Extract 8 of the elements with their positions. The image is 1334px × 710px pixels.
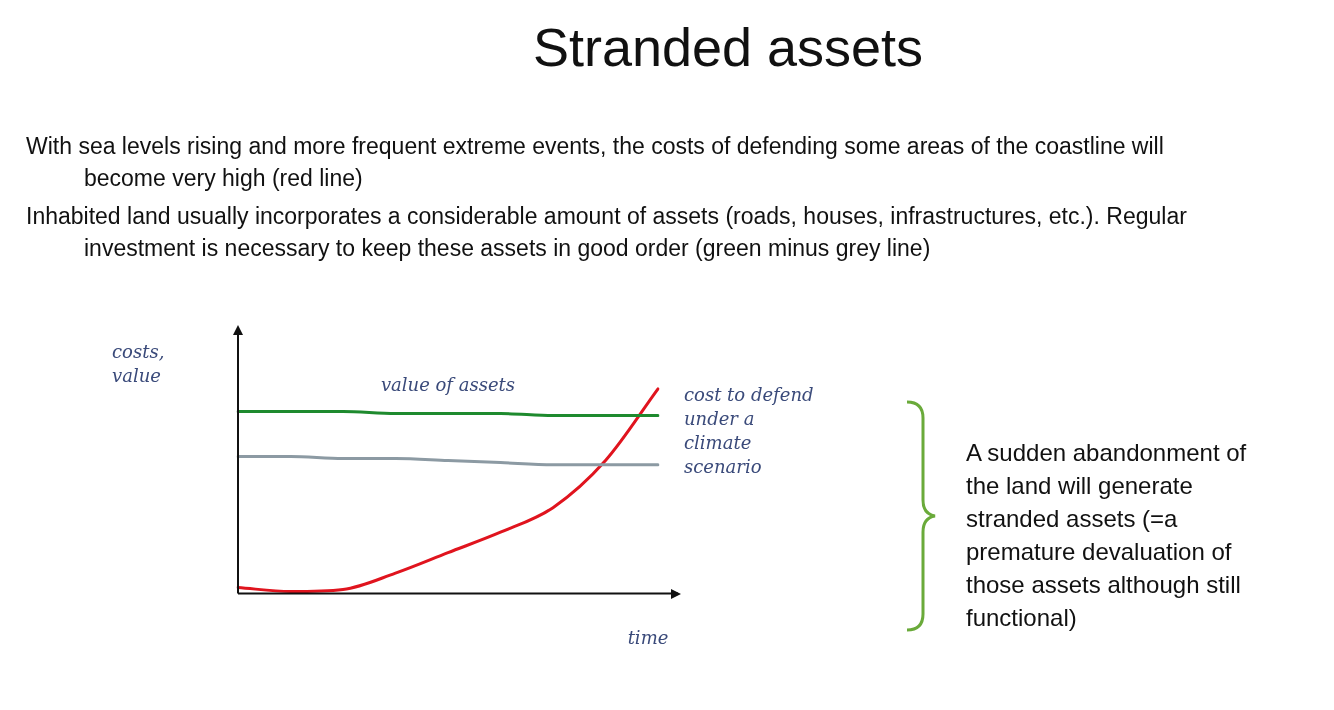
text: Inhabited land usually incorporates a considerable amount of assets (roads, houses, infrastructures, etc.). Regular investment is necessary to keep these assets in good order (green minus grey line) [26, 202, 1188, 263]
y-axis-title: costs, value [112, 341, 165, 386]
text: With sea levels rising and more frequent extreme events, the costs of defending some areas of the coastline will become very high (red line) [26, 132, 1165, 193]
series-label: value of assets [380, 374, 516, 396]
chart-title: Stranded assets [531, 16, 925, 78]
text: A sudden abandonment of the land will generate stranded assets (=a premature devaluation of those assets although still functional) [966, 438, 1248, 633]
series-label: cost to defend under a climate scenario [684, 383, 814, 477]
x-axis-title: time [627, 626, 669, 648]
